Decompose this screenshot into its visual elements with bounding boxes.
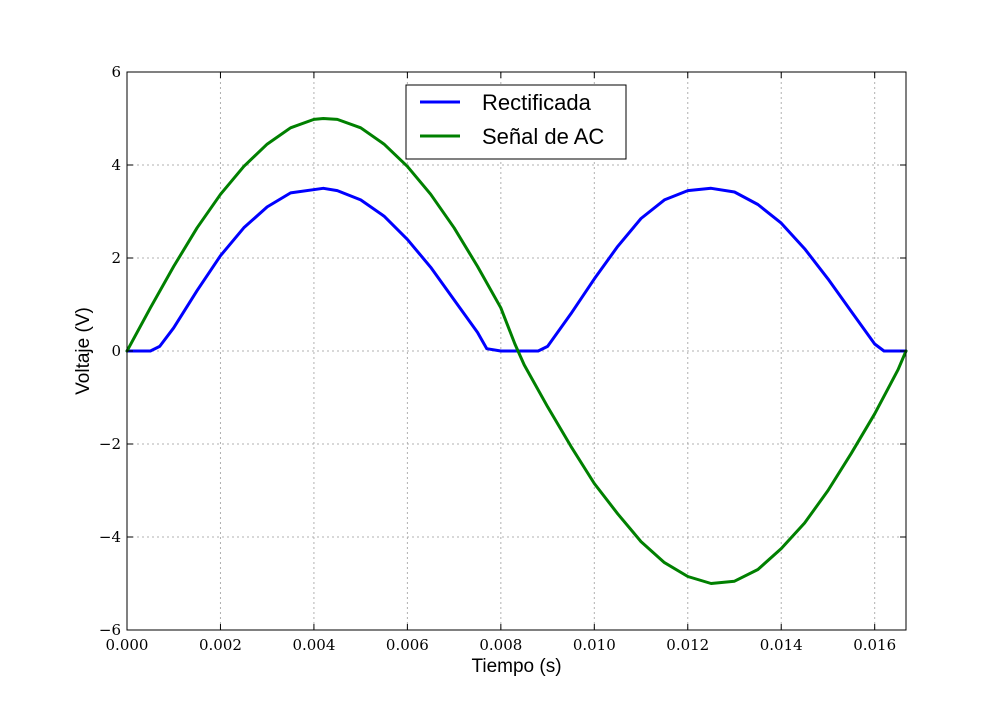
series-line-1 — [125, 117, 908, 585]
y-axis-label: Voltaje (V) — [73, 307, 94, 395]
legend-label-senal-ac: Señal de AC — [482, 124, 604, 149]
y-tick-label: −6 — [99, 621, 121, 639]
x-tick-label: 0.016 — [853, 636, 896, 654]
legend-box — [405, 84, 627, 160]
x-tick-label: 0.010 — [573, 636, 616, 654]
x-tick-label: 0.014 — [760, 636, 803, 654]
y-tick-label: −2 — [99, 435, 121, 453]
x-tick-label: 0.000 — [106, 636, 149, 654]
x-tick-label: 0.002 — [199, 636, 242, 654]
y-tick-label: 0 — [111, 342, 121, 360]
x-tick-label: 0.008 — [479, 636, 522, 654]
legend: Rectificada Señal de AC — [405, 84, 627, 160]
x-tick-label: 0.012 — [666, 636, 709, 654]
plot-lines — [125, 117, 908, 585]
axis-ticks: 0.000 0.002 0.004 0.006 0.008 0.010 0.012 0.014… — [99, 63, 906, 654]
y-tick-label: −4 — [99, 528, 121, 546]
series-line-0 — [125, 186, 908, 353]
x-axis-label: Tiempo (s) — [471, 656, 561, 677]
y-tick-label: 6 — [111, 63, 121, 81]
x-tick-label: 0.004 — [292, 636, 335, 654]
y-tick-label: 4 — [111, 156, 121, 174]
y-tick-label: 2 — [111, 249, 121, 267]
legend-label-rectificada: Rectificada — [482, 90, 592, 115]
x-tick-label: 0.006 — [386, 636, 429, 654]
